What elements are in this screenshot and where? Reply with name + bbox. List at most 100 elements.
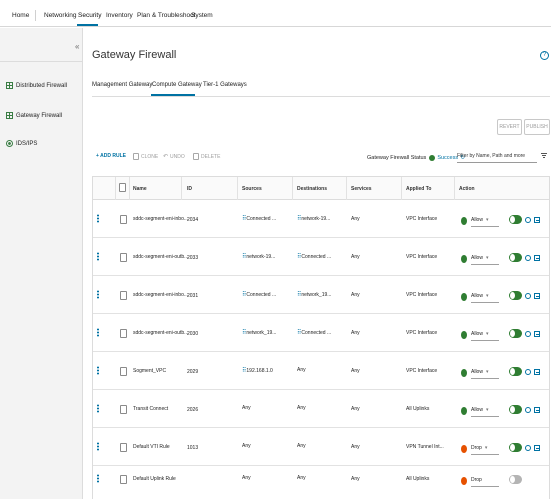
row-checkbox[interactable] [120,475,127,484]
stats-icon[interactable] [534,331,540,337]
row-menu-icon[interactable] [97,328,99,337]
rule-destinations[interactable]: ⠿network-19... [297,215,330,222]
rule-enabled-toggle[interactable] [509,291,522,300]
table-row[interactable]: Default VTI Rule 1013 Any Any Any VPN Tunnel … [93,428,549,466]
rule-sources[interactable]: ⠿Connected ... [242,291,276,298]
gear-icon[interactable] [525,255,531,261]
row-menu-icon[interactable] [97,442,99,451]
action-select[interactable]: Allow ▾ [471,293,499,303]
action-select[interactable]: Allow ▾ [471,369,499,379]
stats-icon[interactable] [534,293,540,299]
rule-applied-to[interactable]: All Uplinks [406,476,430,482]
stats-icon[interactable] [534,217,540,223]
delete-button[interactable]: DELETE [193,153,220,160]
nav-networking[interactable]: Networking [44,12,77,19]
rule-applied-to[interactable]: VPC Interface [406,292,438,298]
revert-button[interactable]: REVERT [497,119,522,135]
rule-sources[interactable]: Any [242,405,251,411]
row-menu-icon[interactable] [97,404,99,413]
row-checkbox[interactable] [120,215,127,224]
undo-button[interactable]: ↶ UNDO [163,153,185,161]
row-checkbox[interactable] [120,405,127,414]
rule-name[interactable]: Transit Connect [133,406,169,412]
publish-button[interactable]: PUBLISH [524,119,550,135]
rule-enabled-toggle[interactable] [509,329,522,338]
rule-name[interactable]: Default VTI Rule [133,444,170,450]
rule-sources[interactable]: ⠿network_19... [242,329,276,336]
rule-enabled-toggle[interactable] [509,215,522,224]
rule-services[interactable]: Any [351,292,360,298]
nav-system[interactable]: System [191,12,213,19]
rule-services[interactable]: Any [351,254,360,260]
gear-icon[interactable] [525,293,531,299]
gear-icon[interactable] [525,369,531,375]
rule-applied-to[interactable]: VPN Tunnel Int... [406,444,444,450]
select-all-checkbox[interactable] [119,183,126,192]
rule-sources[interactable]: Any [242,443,251,449]
column-header-sources[interactable]: Sources [242,186,262,192]
row-checkbox[interactable] [120,253,127,262]
rule-name[interactable]: sddc-segment-eni-outb... [133,254,189,260]
gear-icon[interactable] [525,217,531,223]
rule-destinations[interactable]: Any [297,405,306,411]
gear-icon[interactable] [525,445,531,451]
rule-enabled-toggle[interactable] [509,367,522,376]
rule-enabled-toggle[interactable] [509,253,522,262]
add-rule-button[interactable]: + ADD RULE [96,153,126,159]
gear-icon[interactable] [525,331,531,337]
rule-destinations[interactable]: ⠿Connected ... [297,253,331,260]
rule-destinations[interactable]: ⠿Connected ... [297,329,331,336]
tab-management-gateway[interactable]: Management Gateway [92,82,153,88]
rule-services[interactable]: Any [351,476,360,482]
sidebar-item-distributed-firewall[interactable]: Distributed Firewall [6,82,67,89]
rule-sources[interactable]: Any [242,475,251,481]
rule-enabled-toggle[interactable] [509,405,522,414]
table-row[interactable]: Sogment_VPC 2029 ⠿192.168.1.0 Any Any VPC Int… [93,352,549,390]
nav-plan-troubleshoot[interactable]: Plan & Troubleshoot [137,12,196,19]
row-menu-icon[interactable] [97,252,99,261]
rule-destinations[interactable]: Any [297,475,306,481]
clone-button[interactable]: CLONE [133,153,158,160]
row-menu-icon[interactable] [97,474,99,483]
nav-home[interactable]: Home [12,12,30,19]
stats-icon[interactable] [534,445,540,451]
row-checkbox[interactable] [120,443,127,452]
rule-services[interactable]: Any [351,444,360,450]
rule-name[interactable]: Sogment_VPC [133,368,167,374]
row-menu-icon[interactable] [97,290,99,299]
rule-applied-to[interactable]: VPC Interface [406,330,438,336]
rule-services[interactable]: Any [351,330,360,336]
column-header-applied-to[interactable]: Applied To [406,186,432,192]
action-select[interactable]: Allow ▾ [471,255,499,265]
stats-icon[interactable] [534,255,540,261]
row-checkbox[interactable] [120,291,127,300]
rule-applied-to[interactable]: VPC Interface [406,216,438,222]
rule-services[interactable]: Any [351,216,360,222]
rule-destinations[interactable]: Any [297,443,306,449]
table-row[interactable]: Default Uplink Rule Any Any Any All Uplinks D… [93,466,549,499]
tab-tier1-gateways[interactable]: Tier-1 Gateways [203,82,247,88]
rule-name[interactable]: sddc-segment-eni-inbo... [133,292,189,298]
rule-services[interactable]: Any [351,368,360,374]
filter-menu-icon[interactable] [541,153,547,159]
rule-sources[interactable]: ⠿Connected ... [242,215,276,222]
filter-input[interactable] [457,149,537,163]
nav-security[interactable]: Security [78,12,102,19]
action-select[interactable]: Drop [471,477,499,487]
rule-enabled-toggle[interactable] [509,475,522,484]
rule-destinations[interactable]: Any [297,367,306,373]
column-header-id[interactable]: ID [187,186,192,192]
rule-sources[interactable]: ⠿192.168.1.0 [242,367,273,374]
rule-name[interactable]: sddc-segment-eni-inbo... [133,216,189,222]
table-row[interactable]: sddc-segment-eni-outb... 2030 ⠿network_19.… [93,314,549,352]
tab-compute-gateway[interactable]: Compute Gateway [152,82,202,88]
collapse-sidebar-icon[interactable]: « [75,42,80,51]
table-row[interactable]: sddc-segment-eni-outb... 2033 ⠿network-19.… [93,238,549,276]
column-header-action[interactable]: Action [459,186,475,192]
table-row[interactable]: Transit Connect 2026 Any Any Any All Uplinks A… [93,390,549,428]
nav-inventory[interactable]: Inventory [106,12,133,19]
sidebar-item-ids-ips[interactable]: IDS/IPS [6,140,37,147]
table-row[interactable]: sddc-segment-eni-inbo... 2031 ⠿Connected .… [93,276,549,314]
column-header-destinations[interactable]: Destinations [297,186,328,192]
help-icon[interactable]: ? [540,51,549,60]
